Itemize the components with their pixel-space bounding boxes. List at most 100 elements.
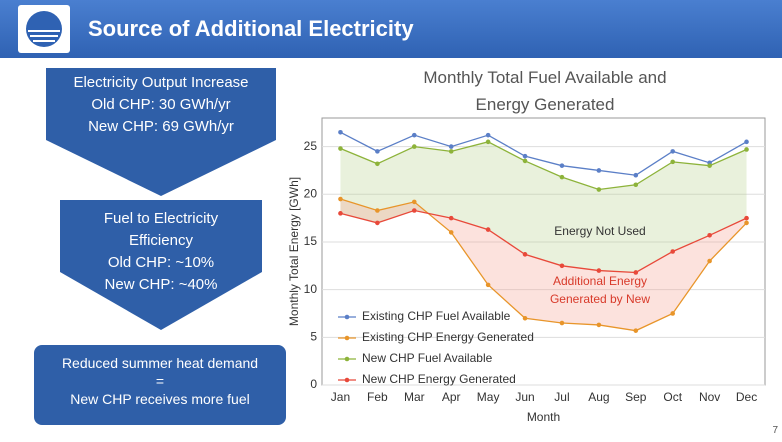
- x-tick-label: Jul: [554, 390, 569, 404]
- point: [744, 215, 749, 221]
- point: [411, 132, 417, 138]
- legend-label: New CHP Fuel Available: [362, 351, 493, 365]
- series-line: [340, 141, 747, 191]
- y-axis-label: Monthly Total Energy [GWh]: [287, 177, 301, 326]
- series-line: [340, 198, 748, 332]
- point: [522, 158, 528, 164]
- x-tick-label: Apr: [442, 390, 461, 404]
- legend-label: Existing CHP Fuel Available: [362, 309, 511, 323]
- box-text: Reduced summer heat demand = New CHP rec…: [34, 352, 286, 410]
- annotation: Additional Energy Generated by New CHP: [549, 274, 651, 312]
- point: [670, 149, 676, 154]
- point: [485, 132, 491, 138]
- page-number: 7: [772, 425, 778, 436]
- point: [559, 263, 565, 269]
- point: [633, 172, 639, 178]
- point: [485, 139, 491, 145]
- text-line: New CHP receives more fuel: [70, 391, 250, 407]
- point: [596, 322, 602, 328]
- point: [596, 187, 602, 192]
- point: [338, 196, 343, 202]
- chart-title: Monthly Total Fuel Available and Energy …: [423, 68, 667, 114]
- point: [596, 168, 602, 173]
- x-tick-label: May: [477, 390, 500, 404]
- arrow-box: [46, 68, 276, 196]
- text-line: Electricity Output Increase: [73, 74, 249, 91]
- y-tick-label: 10: [304, 282, 318, 296]
- x-tick-label: Mar: [404, 390, 425, 404]
- arrow-box: [60, 200, 262, 330]
- legend-label: Existing CHP Energy Generated: [362, 330, 534, 344]
- point: [411, 199, 417, 205]
- point: [707, 163, 712, 168]
- point: [707, 258, 712, 264]
- point: [633, 182, 639, 188]
- box-text: Electricity Output Increase Old CHP: 30 …: [46, 72, 276, 138]
- point: [744, 220, 749, 226]
- text-line: =: [155, 373, 165, 389]
- legend-dot: [344, 377, 350, 383]
- point: [411, 208, 417, 213]
- text-line: New CHP: 69 GWh/yr: [88, 118, 234, 135]
- x-tick-label: Dec: [736, 390, 757, 404]
- point: [375, 161, 380, 167]
- legend-label: New CHP Energy Generated: [362, 372, 516, 386]
- series-line: [340, 131, 747, 176]
- annotation-wrap: Additional Energy Generated by New CHP: [549, 274, 651, 312]
- legend-dot: [344, 356, 350, 362]
- point: [559, 320, 565, 326]
- point: [559, 163, 565, 168]
- legend-dot: [344, 335, 350, 341]
- point: [522, 252, 528, 257]
- x-tick-label: Jun: [515, 390, 534, 404]
- point: [596, 268, 602, 273]
- point: [670, 311, 676, 316]
- result-box: [34, 345, 286, 425]
- flow-shapes: [34, 68, 286, 425]
- point: [338, 146, 343, 151]
- x-tick-label: Sep: [625, 390, 647, 404]
- legend-dot: [344, 314, 350, 320]
- point: [375, 149, 380, 154]
- point: [411, 144, 417, 149]
- point: [633, 270, 639, 275]
- header-title: Source of Additional Electricity: [88, 16, 414, 41]
- y-tick-label: 25: [304, 139, 318, 153]
- point: [338, 130, 343, 135]
- text-line: Reduced summer heat demand: [61, 355, 259, 371]
- point: [375, 208, 380, 213]
- point: [670, 249, 676, 254]
- point: [448, 230, 454, 235]
- point: [485, 227, 491, 232]
- x-tick-label: Aug: [588, 390, 609, 404]
- point: [670, 159, 676, 165]
- point: [448, 144, 454, 149]
- point: [559, 174, 565, 180]
- x-axis-label: Month: [527, 410, 560, 424]
- text-line: Old CHP: ~10%: [107, 254, 215, 271]
- x-tick-label: Jan: [331, 390, 350, 404]
- point: [522, 315, 528, 321]
- x-tick-label: Nov: [699, 390, 720, 404]
- fill-area: [340, 199, 747, 331]
- x-tick-label: Feb: [367, 390, 388, 404]
- y-tick-label: 0: [310, 377, 317, 391]
- point: [707, 232, 712, 238]
- annotation: Energy Not Used: [554, 224, 645, 238]
- point: [448, 215, 454, 221]
- point: [448, 149, 454, 154]
- box-text: Fuel to Electricity Efficiency Old CHP: …: [80, 208, 242, 296]
- point: [338, 211, 343, 216]
- point: [633, 328, 639, 333]
- point: [485, 282, 491, 288]
- point: [522, 153, 528, 159]
- text-line: Fuel to Electricity Efficiency: [103, 210, 219, 249]
- point: [744, 147, 749, 152]
- y-tick-label: 5: [310, 329, 317, 343]
- x-tick-label: Oct: [663, 390, 682, 404]
- series-line: [340, 209, 747, 274]
- fill-area: [340, 141, 747, 273]
- point: [744, 139, 749, 145]
